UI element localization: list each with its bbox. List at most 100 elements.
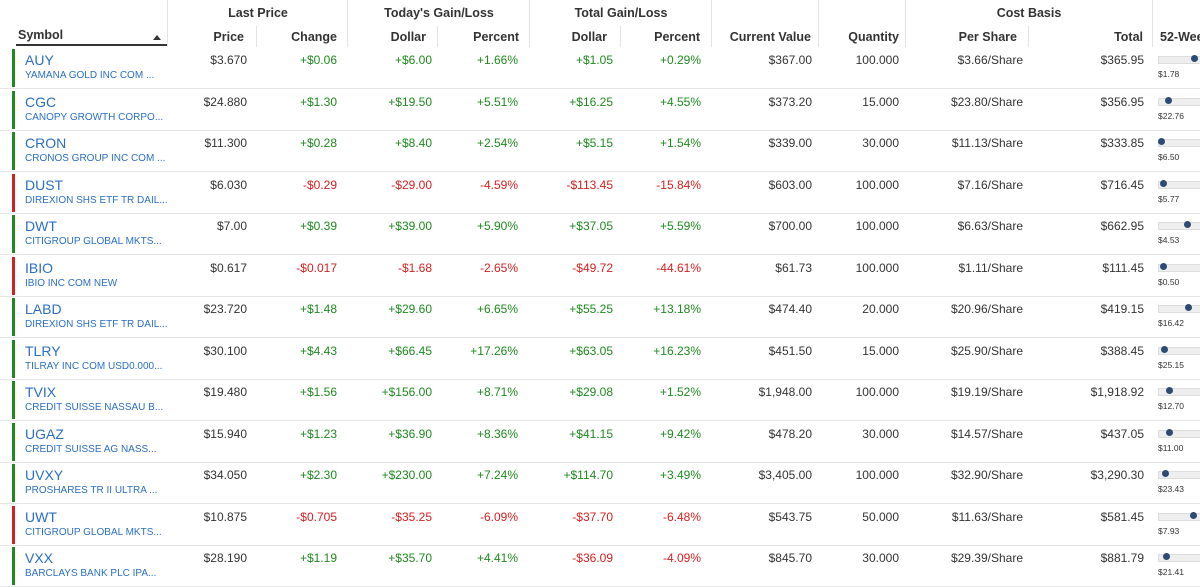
security-description-link[interactable]: IBIO INC COM NEW bbox=[25, 277, 118, 289]
cell-today-percent: +17.26% bbox=[470, 343, 518, 358]
symbol-link[interactable]: VXX bbox=[25, 550, 54, 566]
column-header-52-week[interactable]: 52-Wee bbox=[1160, 30, 1200, 44]
cell-today-percent: +7.24% bbox=[476, 468, 518, 482]
cell-quantity: 15.000 bbox=[862, 94, 899, 109]
cell-total-dollar: -$113.45 bbox=[566, 177, 613, 192]
table-header: Last Price Today's Gain/Loss Total Gain/… bbox=[0, 0, 1200, 47]
cell-total: $437.05 bbox=[1100, 426, 1144, 441]
table-row[interactable]: CRON CRONOS GROUP INC COM ... $11.300 +$0.2… bbox=[0, 130, 1200, 172]
cell-change: -$0.705 bbox=[296, 509, 337, 524]
cell-total: $419.15 bbox=[1100, 302, 1144, 316]
table-row[interactable]: TVIX CREDIT SUISSE NASSAU B... $19.480 +$1.… bbox=[0, 379, 1200, 421]
table-row[interactable]: UVXY PROSHARES TR II ULTRA ... $34.050 +$2.… bbox=[0, 462, 1200, 504]
symbol-link[interactable]: CGC bbox=[25, 93, 57, 110]
symbol-link[interactable]: TVIX bbox=[25, 384, 57, 400]
security-description-link[interactable]: CREDIT SUISSE AG NASS... bbox=[25, 443, 157, 455]
table-row[interactable]: TLRY TILRAY INC COM USD0.000... $30.100 +$4… bbox=[0, 338, 1200, 380]
security-description-link[interactable]: CREDIT SUISSE NASSAU B... bbox=[25, 402, 164, 413]
security-description-link[interactable]: PROSHARES TR II ULTRA ... bbox=[25, 485, 158, 496]
week52-range-track bbox=[1158, 263, 1200, 272]
trend-indicator-bar bbox=[12, 132, 15, 170]
column-header-total-percent[interactable]: Percent bbox=[654, 30, 700, 44]
cell-current-value: $474.40 bbox=[768, 302, 812, 316]
symbol-link[interactable]: TLRY bbox=[25, 342, 61, 359]
cell-total: $356.95 bbox=[1100, 94, 1144, 109]
column-header-current-value[interactable]: Current Value bbox=[729, 30, 811, 44]
table-row[interactable]: AUY YAMANA GOLD INC COM ... $3.670 +$0.06 +$… bbox=[0, 47, 1200, 89]
cell-current-value: $1,948.00 bbox=[758, 385, 812, 399]
cell-today-dollar: -$35.25 bbox=[391, 509, 432, 524]
symbol-link[interactable]: AUY bbox=[25, 52, 54, 68]
cell-total: $716.45 bbox=[1100, 177, 1144, 192]
table-row[interactable]: UWT CITIGROUP GLOBAL MKTS... $10.875 -$0.70… bbox=[0, 504, 1200, 546]
table-row[interactable]: UGAZ CREDIT SUISSE AG NASS... $15.940 +$1.2… bbox=[0, 421, 1200, 463]
week52-low-value: $6.50 bbox=[1158, 152, 1180, 162]
security-description-link[interactable]: DIREXION SHS ETF TR DAIL... bbox=[25, 319, 168, 330]
security-description-link[interactable]: CITIGROUP GLOBAL MKTS... bbox=[25, 526, 162, 538]
trend-indicator-bar bbox=[12, 547, 15, 585]
column-header-total[interactable]: Total bbox=[1114, 30, 1143, 44]
cell-per-share: $32.90/Share bbox=[950, 468, 1023, 482]
cell-quantity: 15.000 bbox=[862, 343, 899, 358]
column-header-today-dollar[interactable]: Dollar bbox=[390, 30, 426, 44]
sort-indicator-line bbox=[16, 44, 167, 46]
column-header-price[interactable]: Price bbox=[213, 30, 244, 44]
week52-range: $16.42 bbox=[1158, 301, 1200, 331]
security-description-link[interactable]: TILRAY INC COM USD0.000... bbox=[25, 360, 163, 372]
security-description-link[interactable]: CRONOS GROUP INC COM ... bbox=[25, 153, 166, 164]
cell-today-percent: +1.66% bbox=[476, 53, 518, 67]
table-row[interactable]: VXX BARCLAYS BANK PLC IPA... $28.190 +$1.19… bbox=[0, 545, 1200, 587]
cell-change: +$1.56 bbox=[299, 385, 337, 399]
cell-today-dollar: +$230.00 bbox=[381, 468, 432, 482]
cell-total-percent: +4.55% bbox=[659, 94, 701, 109]
column-header-symbol[interactable]: Symbol bbox=[18, 28, 64, 42]
cell-total-dollar: -$49.72 bbox=[572, 260, 613, 275]
symbol-link[interactable]: DUST bbox=[25, 176, 64, 193]
cell-change: +$0.06 bbox=[299, 53, 337, 67]
table-row[interactable]: CGC CANOPY GROWTH CORPO... $24.880 +$1.30 +$… bbox=[0, 89, 1200, 131]
column-header-per-share[interactable]: Per Share bbox=[958, 30, 1017, 44]
cell-price: $6.030 bbox=[210, 177, 247, 192]
table-row[interactable]: IBIO IBIO INC COM NEW $0.617 -$0.017 -$1.68 -… bbox=[0, 255, 1200, 297]
week52-range: $4.53 bbox=[1158, 218, 1200, 248]
symbol-link[interactable]: DWT bbox=[25, 218, 57, 234]
week52-range-track bbox=[1158, 180, 1200, 189]
cell-per-share: $23.80/Share bbox=[950, 94, 1023, 109]
table-row[interactable]: DUST DIREXION SHS ETF TR DAIL... $6.030 -$0… bbox=[0, 172, 1200, 214]
symbol-link[interactable]: LABD bbox=[25, 301, 62, 317]
cell-total-percent: +16.23% bbox=[653, 343, 701, 358]
cell-total-percent: +1.54% bbox=[659, 136, 701, 150]
group-todays-gain-loss: Today's Gain/Loss bbox=[384, 6, 494, 20]
cell-quantity: 30.000 bbox=[862, 136, 899, 150]
security-description-link[interactable]: YAMANA GOLD INC COM ... bbox=[25, 70, 155, 81]
table-row[interactable]: LABD DIREXION SHS ETF TR DAIL... $23.720 +$… bbox=[0, 296, 1200, 338]
group-last-price: Last Price bbox=[228, 6, 288, 20]
symbol-link[interactable]: UWT bbox=[25, 508, 57, 525]
sort-ascending-icon[interactable] bbox=[153, 35, 161, 40]
symbol-link[interactable]: UVXY bbox=[25, 467, 64, 483]
week52-range-track bbox=[1158, 429, 1200, 438]
trend-indicator-bar bbox=[12, 49, 15, 87]
divider bbox=[620, 26, 621, 47]
column-header-total-dollar[interactable]: Dollar bbox=[571, 30, 607, 44]
security-description-link[interactable]: CANOPY GROWTH CORPO... bbox=[25, 111, 164, 123]
security-description-link[interactable]: CITIGROUP GLOBAL MKTS... bbox=[25, 236, 162, 247]
column-header-quantity[interactable]: Quantity bbox=[848, 30, 899, 44]
week52-low-value: $0.50 bbox=[1158, 276, 1180, 287]
cell-total-percent: -15.84% bbox=[656, 177, 701, 192]
group-total-gain-loss: Total Gain/Loss bbox=[574, 6, 668, 20]
week52-range: $0.50 bbox=[1158, 260, 1200, 290]
week52-low-value: $21.41 bbox=[1158, 567, 1184, 577]
cell-today-percent: -6.09% bbox=[479, 509, 518, 524]
security-description-link[interactable]: DIREXION SHS ETF TR DAIL... bbox=[25, 194, 168, 206]
table-row[interactable]: DWT CITIGROUP GLOBAL MKTS... $7.00 +$0.39 +$… bbox=[0, 213, 1200, 255]
security-description-link[interactable]: BARCLAYS BANK PLC IPA... bbox=[25, 568, 157, 579]
cell-per-share: $1.11/Share bbox=[958, 260, 1024, 275]
symbol-link[interactable]: CRON bbox=[25, 135, 67, 151]
symbol-link[interactable]: IBIO bbox=[25, 259, 54, 276]
column-header-today-percent[interactable]: Percent bbox=[473, 30, 519, 44]
symbol-link[interactable]: UGAZ bbox=[25, 425, 64, 442]
column-header-change[interactable]: Change bbox=[291, 30, 337, 44]
divider bbox=[711, 0, 712, 47]
cell-change: +$1.30 bbox=[299, 94, 337, 109]
